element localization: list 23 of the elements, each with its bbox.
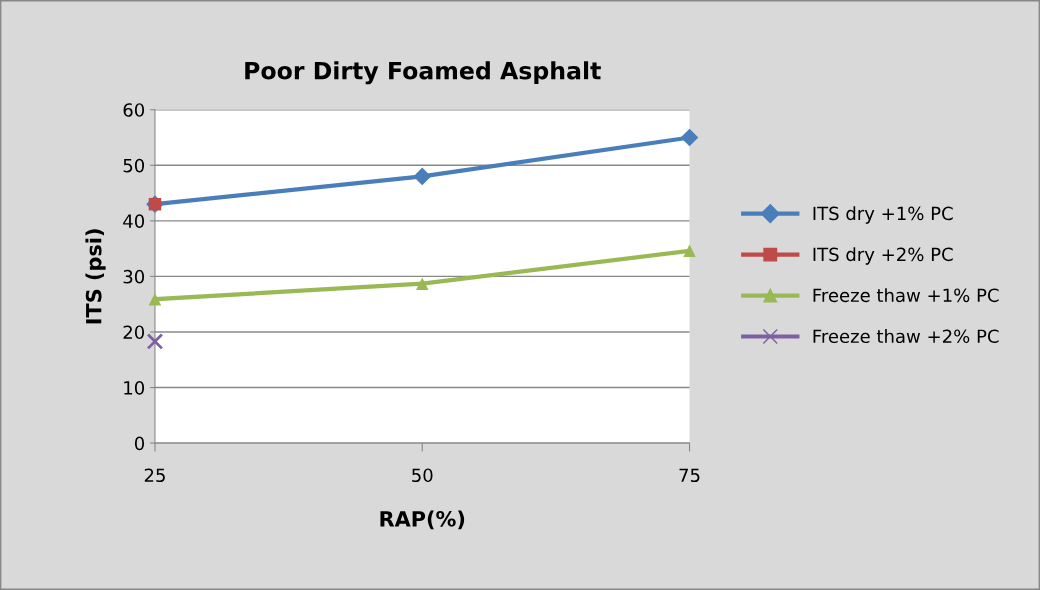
- point: [415, 277, 429, 290]
- x-tick-label: 50: [412, 468, 433, 483]
- point: [683, 244, 696, 258]
- legend-label: Freeze thaw +2% PC: [813, 329, 999, 344]
- point: [148, 292, 162, 306]
- x-tick-label: 75: [679, 468, 700, 483]
- y-tick-label: 10: [124, 380, 145, 395]
- chart-title: Poor Dirty Foamed Asphalt: [245, 61, 601, 85]
- y-tick-label: 30: [123, 269, 145, 284]
- point: [680, 128, 699, 147]
- y-tick-label: 50: [123, 158, 145, 173]
- y-tick-label: 0: [134, 436, 145, 451]
- legend-label: ITS dry +1% PC: [813, 206, 953, 224]
- point: [413, 167, 432, 186]
- y-tick-label: 40: [123, 214, 145, 228]
- y-axis-title: ITS (psi): [85, 229, 106, 324]
- x-axis-title: RAP(%): [380, 510, 465, 530]
- point: [146, 333, 164, 350]
- y-tick-label: 20: [123, 325, 145, 340]
- legend-label: Freeze thaw +1% PC: [813, 288, 999, 303]
- legend-label: ITS dry +2% PC: [813, 247, 953, 265]
- x-tick-label: 25: [144, 468, 165, 483]
- y-tick-label: 60: [123, 103, 145, 117]
